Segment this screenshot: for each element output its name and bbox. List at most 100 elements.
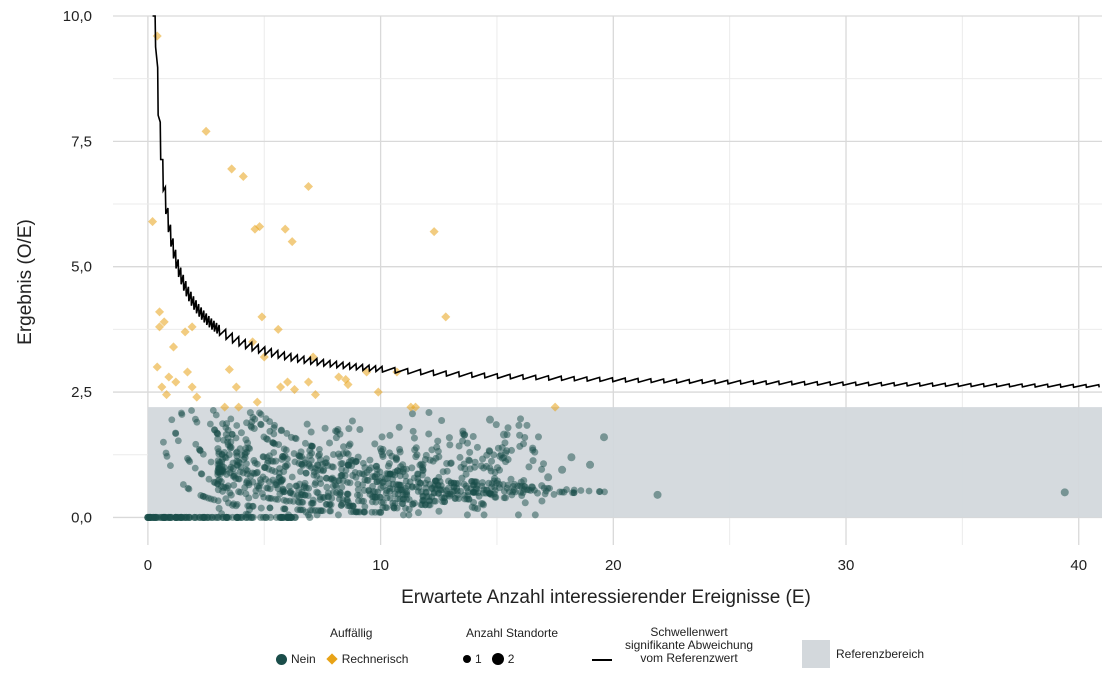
point-nein [354, 453, 362, 461]
point-rechnerisch [152, 31, 162, 41]
point-nein [220, 484, 228, 492]
point-nein [321, 424, 329, 432]
point-rechnerisch [161, 390, 172, 400]
point-nein [471, 458, 479, 466]
point-nein [509, 482, 517, 490]
point-nein [257, 513, 265, 522]
point-rechnerisch [164, 372, 174, 382]
point-nein [264, 494, 272, 502]
point-nein [314, 466, 322, 474]
point-nein [186, 458, 194, 465]
point-rechnerisch [220, 402, 230, 412]
point-nein [350, 508, 357, 516]
point-nein [329, 463, 337, 471]
point-nein [368, 508, 376, 516]
point-rechnerisch [187, 322, 197, 332]
point-nein [379, 445, 387, 453]
point-nein [235, 488, 243, 496]
point-nein [326, 507, 334, 515]
point-nein [307, 428, 315, 436]
point-nein [415, 478, 423, 486]
point-nein [196, 513, 204, 522]
point-rechnerisch [224, 364, 234, 375]
point-nein [214, 486, 222, 494]
point-nein [206, 420, 214, 428]
point-nein [596, 488, 604, 496]
legend-rechnerisch-marker [326, 653, 338, 665]
point-nein [320, 466, 328, 474]
point-nein [215, 504, 223, 512]
point-nein [236, 468, 244, 476]
point-rechnerisch [234, 402, 244, 412]
point-nein [307, 500, 315, 508]
point-nein [437, 486, 445, 494]
point-nein [178, 513, 186, 522]
point-nein [232, 502, 240, 510]
point-rechnerisch [289, 385, 300, 395]
point-nein [408, 410, 416, 418]
point-rechnerisch [171, 377, 181, 387]
point-nein [199, 492, 207, 500]
point-nein [405, 511, 413, 519]
point-nein [313, 461, 321, 469]
point-nein [483, 451, 491, 459]
point-nein [463, 511, 471, 519]
point-nein [395, 423, 403, 431]
point-nein [172, 429, 179, 437]
point-nein [550, 491, 558, 498]
point-nein [653, 490, 662, 499]
point-nein [242, 490, 250, 498]
point-nein [414, 509, 422, 517]
point-rechnerisch [152, 362, 162, 372]
point-nein [334, 511, 342, 519]
point-nein [378, 499, 386, 506]
point-nein [297, 468, 304, 475]
point-rechnerisch [192, 392, 202, 402]
point-nein [255, 484, 263, 492]
axis-ticks: 0 10 20 30 40 0,0 2,5 5,0 7,5 10,0 [63, 8, 1087, 574]
point-nein [215, 450, 223, 458]
point-nein [290, 450, 298, 457]
point-nein [425, 430, 433, 438]
point-rechnerisch [231, 382, 241, 392]
point-nein [356, 425, 364, 433]
x-tick-label: 0 [144, 557, 152, 574]
point-nein [343, 490, 351, 498]
point-rechnerisch [182, 367, 192, 377]
point-nein [425, 409, 433, 417]
point-nein [435, 453, 443, 461]
x-tick-label: 40 [1070, 557, 1087, 574]
point-nein [339, 450, 347, 458]
point-nein [266, 418, 274, 425]
point-nein [402, 477, 410, 485]
point-nein [233, 513, 241, 522]
point-nein [477, 462, 485, 470]
point-nein [214, 445, 222, 453]
point-nein [399, 511, 407, 519]
point-nein [315, 451, 323, 459]
point-nein [174, 437, 182, 445]
point-nein [463, 439, 471, 447]
point-nein [205, 475, 213, 483]
point-nein [328, 475, 336, 483]
point-nein [277, 427, 285, 435]
point-nein [163, 452, 171, 460]
point-nein [349, 502, 357, 510]
point-nein [352, 473, 360, 481]
point-nein [247, 422, 255, 430]
point-nein [354, 486, 362, 494]
point-nein [227, 491, 235, 499]
point-nein [295, 486, 303, 494]
point-nein [160, 513, 168, 522]
point-nein [348, 417, 356, 425]
point-nein [479, 479, 486, 486]
point-nein [325, 493, 333, 501]
point-nein [355, 497, 362, 505]
point-nein [313, 511, 321, 519]
point-nein [234, 458, 242, 466]
point-nein [296, 480, 304, 488]
point-nein [514, 511, 522, 519]
point-nein [265, 452, 273, 460]
point-rechnerisch [201, 126, 211, 136]
point-rechnerisch [168, 342, 179, 352]
